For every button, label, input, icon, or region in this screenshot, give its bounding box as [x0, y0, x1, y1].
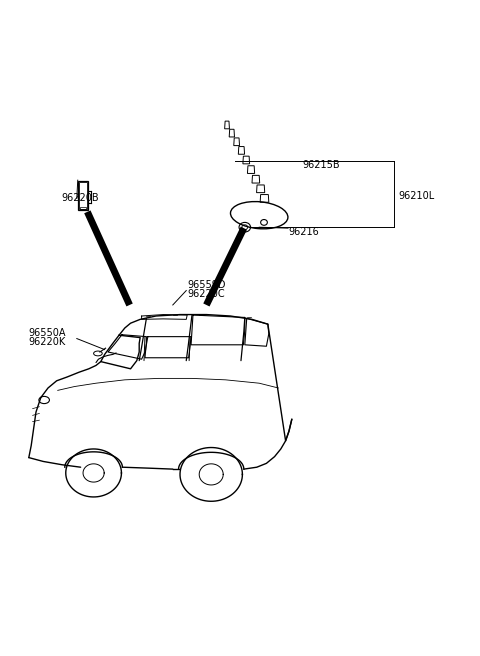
Text: 96550A: 96550A: [29, 328, 66, 338]
Text: 96210L: 96210L: [398, 191, 435, 201]
Text: 96215B: 96215B: [302, 160, 340, 170]
Text: 96559D: 96559D: [187, 280, 226, 290]
Text: 96220C: 96220C: [187, 289, 225, 299]
Text: 96220K: 96220K: [29, 337, 66, 348]
Text: 96220B: 96220B: [61, 194, 99, 203]
Text: 96216: 96216: [288, 227, 319, 237]
